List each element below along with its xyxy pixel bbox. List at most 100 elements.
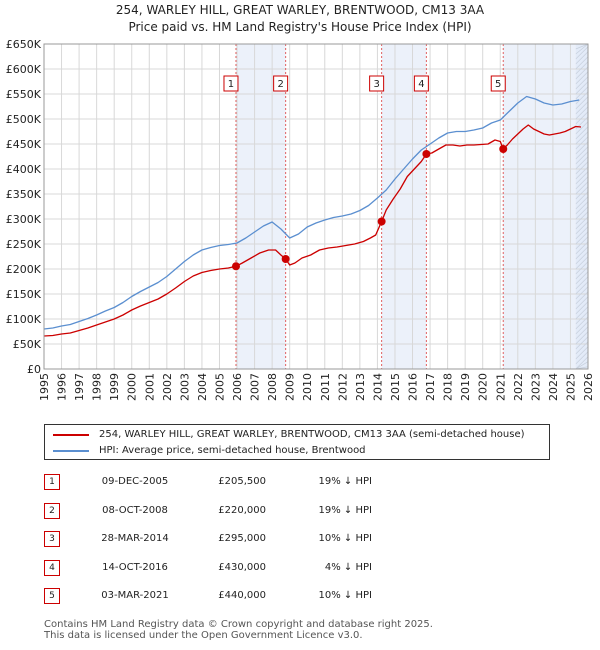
x-tick-label: 2012 (336, 373, 349, 401)
x-tick-label: 2015 (389, 373, 402, 401)
hatch-line (575, 46, 588, 60)
x-tick-label: 2004 (196, 373, 209, 401)
hatch-line (575, 141, 588, 155)
table-row: 5 03-MAR-2021 £440,000 10% ↓ HPI (44, 584, 444, 613)
y-tick-label: £650K (6, 38, 42, 51)
legend-line-hpi (53, 450, 89, 452)
sale-hpi-diff: 4% ↓ HPI (324, 561, 372, 573)
x-tick-label: 2008 (266, 373, 279, 401)
y-tick-label: £600K (6, 63, 42, 76)
sale-price: £440,000 (218, 590, 266, 601)
x-tick-label: 2025 (564, 373, 577, 401)
title-line-2: Price paid vs. HM Land Registry's House … (128, 20, 472, 34)
footer-line-1: Contains HM Land Registry data © Crown c… (44, 619, 433, 630)
x-tick-label: 2007 (249, 373, 262, 401)
sale-marker-box (369, 75, 385, 92)
sale-hpi-diff: 19% ↓ HPI (318, 476, 372, 487)
hatch-line (575, 231, 588, 245)
hatch-line (575, 206, 588, 220)
hatch-line (575, 286, 588, 300)
hatch-line (575, 121, 588, 135)
plot-border (43, 43, 589, 370)
y-tick-label: £450K (6, 138, 42, 151)
y-tick-label: £250K (6, 238, 42, 251)
x-tick-label: 2013 (354, 373, 367, 401)
x-tick-label: 1996 (56, 373, 69, 401)
hatch-line (575, 156, 588, 170)
x-tick-label: 2026 (582, 373, 595, 401)
sale-price: £295,000 (218, 533, 266, 544)
x-tick-label: 2021 (494, 373, 507, 401)
hatch-line (575, 276, 588, 290)
legend-label-hpi: HPI: Average price, semi-detached house,… (99, 445, 366, 456)
x-tick-label: 2011 (319, 373, 332, 401)
hatch-line (575, 196, 588, 210)
x-tick-label: 2002 (161, 373, 174, 401)
x-tick-label: 2003 (178, 373, 191, 401)
x-tick-label: 1999 (108, 373, 121, 401)
sale-hpi-diff: 10% ↓ HPI (318, 590, 372, 601)
x-tick-label: 2005 (213, 373, 226, 401)
footer-line-2: This data is licensed under the Open Gov… (44, 630, 363, 641)
hatch-line (575, 171, 588, 185)
hatch-line (575, 96, 588, 110)
legend-line-property (53, 434, 89, 436)
hatch-line (575, 201, 588, 215)
x-tick-label: 2009 (284, 373, 297, 401)
y-tick-label: £50K (13, 338, 42, 351)
sale-marker-label: 1 (228, 79, 234, 90)
plot-area (44, 44, 588, 369)
sale-date: 03-MAR-2021 (101, 590, 169, 601)
y-tick-label: £400K (6, 163, 42, 176)
hatch-line (575, 351, 588, 365)
hatch-line (575, 91, 588, 105)
hatch-line (575, 186, 588, 200)
hatch-line (575, 56, 588, 70)
hpi-line (43, 95, 580, 330)
x-tick-label: 2000 (126, 373, 139, 401)
title-line-1: 254, WARLEY HILL, GREAT WARLEY, BRENTWOO… (115, 3, 485, 17)
table-row: 3 28-MAR-2014 £295,000 10% ↓ HPI (44, 527, 444, 556)
x-tick-label: 2016 (407, 373, 420, 401)
hatch-line (575, 86, 588, 100)
sale-marker-box (223, 75, 239, 92)
y-tick-label: £300K (6, 213, 42, 226)
property-price-line (43, 124, 582, 337)
sale-point (281, 255, 290, 263)
sale-point (377, 217, 386, 226)
sale-marker-label: 4 (418, 79, 424, 90)
x-tick-label: 2010 (301, 373, 314, 401)
y-tick-label: £0 (27, 363, 41, 376)
x-tick-label: 2017 (424, 373, 437, 401)
footer: Contains HM Land Registry data © Crown c… (44, 619, 433, 641)
hatch-line (575, 126, 588, 140)
x-tick-label: 2020 (477, 373, 490, 401)
hatch-line (575, 346, 588, 360)
sale-hpi-diff: 10% ↓ HPI (318, 533, 372, 544)
hatch-line (575, 241, 588, 255)
hatch-line (575, 221, 588, 235)
hatch-line (575, 66, 588, 80)
x-tick-label: 2006 (231, 373, 244, 401)
hatch-line (575, 81, 588, 95)
hatch-line (575, 261, 588, 275)
y-tick-label: £200K (6, 263, 42, 276)
hatch-line (575, 191, 588, 205)
y-tick-label: £350K (6, 188, 42, 201)
sale-point (231, 262, 240, 271)
shaded-span (235, 44, 286, 369)
table-row: 4 14-OCT-2016 £430,000 4% ↓ HPI (44, 556, 444, 585)
hatch-line (575, 256, 588, 270)
sale-date: 09-DEC-2005 (101, 476, 169, 487)
sale-price: £205,500 (218, 476, 266, 487)
hatch-line (575, 211, 588, 225)
hatch-line (575, 226, 588, 240)
x-tick-label: 2014 (371, 373, 384, 401)
sale-marker-box (490, 75, 506, 92)
y-tick-label: £500K (6, 113, 42, 126)
hatch-line (575, 101, 588, 115)
y-tick-label: £150K (6, 288, 42, 301)
hatch-line (575, 176, 588, 190)
x-tick-label: 2024 (547, 373, 560, 401)
hatch-line (575, 271, 588, 285)
